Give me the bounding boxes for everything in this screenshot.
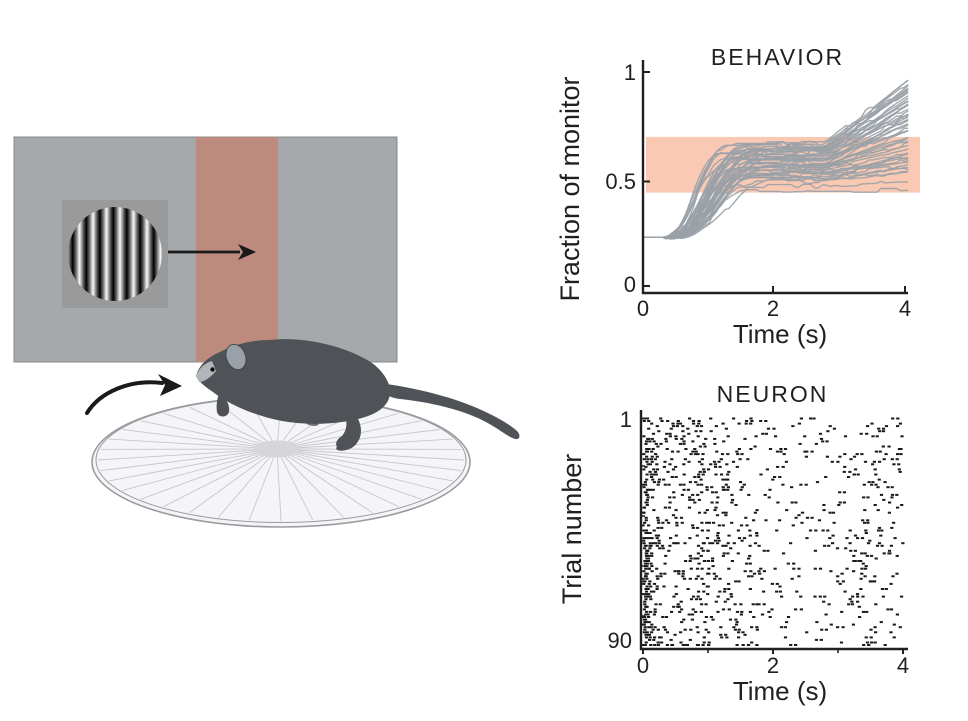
raster-xlabel: Time (s)	[732, 676, 828, 706]
grating-stimulus-icon	[68, 207, 162, 301]
behavior-ylabel: Fraction of monitor	[555, 76, 585, 302]
setup-diagram	[13, 136, 520, 528]
running-disc	[91, 396, 471, 528]
mouse-hind-foot	[336, 443, 352, 451]
behavior-xtick-4: 4	[898, 296, 912, 321]
raster-axes	[639, 410, 908, 654]
behavior-plot	[641, 60, 920, 295]
neuron-title: NEURON	[716, 381, 829, 407]
behavior-xtick-0: 0	[636, 296, 650, 321]
raster-xtick-0: 0	[636, 653, 650, 678]
mouse-muzzle	[196, 361, 216, 382]
spike-raster-points	[641, 417, 905, 646]
behavior-axes	[641, 60, 908, 295]
mouse	[196, 339, 520, 451]
motion-arrow-icon	[168, 244, 256, 260]
behavior-ytick-1: 1	[623, 60, 636, 85]
behavior-title: BEHAVIOR	[710, 44, 845, 70]
rotation-arrow-icon	[85, 374, 182, 415]
raster-ylabel: Trial number	[557, 453, 587, 605]
raster-ytick-90: 90	[607, 628, 632, 653]
disc-hub	[254, 440, 300, 458]
raster-xtick-4: 4	[896, 653, 910, 678]
mouse-eye	[210, 367, 215, 372]
target-zone	[196, 137, 278, 362]
behavior-ytick-05: 0.5	[605, 169, 636, 194]
mouse-front-leg	[216, 394, 230, 417]
mouse-ear	[225, 343, 247, 371]
behavior-xtick-2: 2	[766, 296, 780, 321]
raster-ytick-1: 1	[619, 407, 632, 432]
raster-xtick-2: 2	[766, 653, 780, 678]
behavior-ytick-0: 0	[623, 272, 636, 297]
behavior-trajectories	[643, 79, 909, 240]
neuron-raster	[639, 410, 908, 654]
mouse-tail	[385, 384, 520, 440]
wheel-spokes	[97, 398, 465, 522]
behavior-xlabel: Time (s)	[732, 319, 828, 349]
